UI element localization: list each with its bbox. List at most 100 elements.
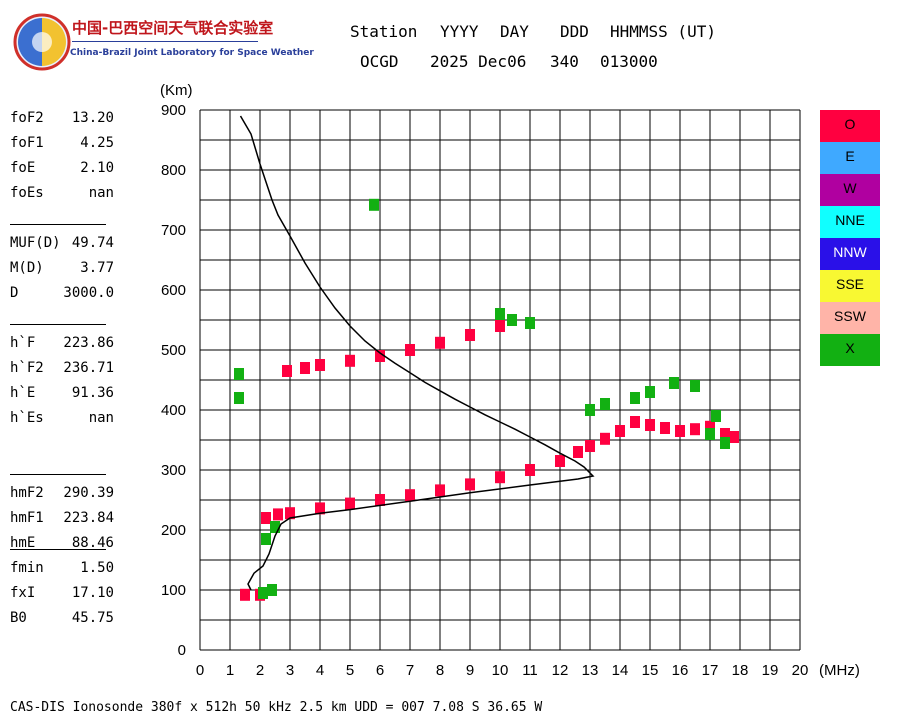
x-tick-label: 4: [316, 662, 324, 679]
y-axis-label: (Km): [160, 82, 193, 99]
echo-point-o: [495, 320, 505, 332]
x-tick-label: 17: [702, 662, 719, 679]
x-tick-label: 19: [762, 662, 779, 679]
param-label: foF1: [10, 135, 44, 151]
param-value: 3000.0: [63, 285, 114, 301]
echo-point-x: [261, 533, 271, 545]
echo-point-x: [234, 368, 244, 380]
echo-point-o: [525, 464, 535, 476]
header-value-date: 2025 Dec06: [430, 52, 527, 71]
x-tick-label: 10: [492, 662, 509, 679]
param-value: 13.20: [71, 110, 114, 126]
param-label: M(D): [10, 260, 44, 276]
echo-point-x: [600, 398, 610, 410]
echo-point-o: [375, 494, 385, 506]
param-label: foEs: [10, 185, 44, 201]
param-value: 4.25: [80, 135, 114, 151]
param-label: h`E: [10, 385, 36, 401]
legend-item: SSW: [820, 302, 880, 334]
header-value-doy: 340: [550, 52, 579, 71]
header-label-year: YYYY: [440, 22, 479, 41]
org-name-english: China-Brazil Joint Laboratory for Space …: [70, 48, 314, 58]
param-label: B0: [10, 610, 27, 626]
x-tick-label: 5: [346, 662, 354, 679]
legend-item: SSE: [820, 270, 880, 302]
x-tick-label: 7: [406, 662, 414, 679]
echo-point-x: [720, 437, 730, 449]
param-label: foF2: [10, 110, 44, 126]
param-value: 223.84: [63, 510, 114, 526]
x-tick-label: 13: [582, 662, 599, 679]
echo-point-o: [615, 425, 625, 437]
echo-point-x: [711, 410, 721, 422]
x-tick-label: 3: [286, 662, 294, 679]
echo-point-x: [258, 587, 268, 599]
echo-point-o: [555, 455, 565, 467]
x-axis-label: (MHz): [819, 662, 860, 679]
y-tick-label: 100: [161, 582, 186, 599]
y-tick-label: 0: [178, 642, 186, 659]
org-divider: [72, 41, 258, 42]
echo-point-o: [435, 336, 445, 349]
header-value-station: OCGD: [360, 52, 399, 71]
x-tick-label: 14: [612, 662, 629, 679]
param-value: 2.10: [80, 160, 114, 176]
x-tick-label: 0: [196, 662, 204, 679]
param-label: h`Es: [10, 410, 44, 426]
echo-point-o: [465, 329, 475, 341]
x-tick-label: 16: [672, 662, 689, 679]
echo-point-o: [660, 422, 670, 434]
param-value: nan: [88, 185, 114, 201]
echo-point-o: [645, 419, 655, 431]
lab-logo: [13, 13, 71, 71]
header-label-doy: DDD: [560, 22, 589, 41]
y-tick-label: 400: [161, 402, 186, 419]
param-value: 1.50: [80, 560, 114, 576]
x-tick-label: 1: [226, 662, 234, 679]
echo-point-o: [435, 484, 445, 497]
param-value: 49.74: [71, 235, 114, 251]
echo-point-o: [585, 440, 595, 452]
x-tick-label: 2: [256, 662, 264, 679]
param-separator: [10, 324, 106, 325]
param-label: hmE: [10, 535, 36, 551]
echo-point-o: [375, 350, 385, 362]
y-tick-label: 800: [161, 162, 186, 179]
param-value: 236.71: [63, 360, 114, 376]
legend-item: X: [820, 334, 880, 366]
param-label: MUF(D): [10, 235, 61, 251]
echo-point-o: [495, 471, 505, 484]
echo-point-x: [669, 377, 679, 389]
echo-point-x: [369, 198, 379, 211]
profile-line: [239, 115, 595, 591]
param-value: 91.36: [71, 385, 114, 401]
y-tick-label: 500: [161, 342, 186, 359]
header-label-day: DAY: [500, 22, 529, 41]
header-value-time: 013000: [600, 52, 658, 71]
echo-point-o: [729, 431, 739, 443]
echo-point-o: [261, 512, 271, 524]
y-tick-label: 200: [161, 522, 186, 539]
echo-point-o: [345, 497, 355, 510]
param-label: D: [10, 285, 19, 301]
org-name-chinese: 中国-巴西空间天气联合实验室: [72, 19, 274, 37]
echo-point-x: [630, 392, 640, 404]
param-separator: [10, 549, 106, 550]
legend-item: E: [820, 142, 880, 174]
y-tick-label: 600: [161, 282, 186, 299]
param-label: h`F: [10, 335, 36, 351]
echo-point-o: [285, 507, 295, 520]
legend-item: W: [820, 174, 880, 206]
x-tick-label: 9: [466, 662, 474, 679]
echo-point-o: [405, 344, 415, 356]
param-value: 45.75: [71, 610, 114, 626]
x-tick-label: 12: [552, 662, 569, 679]
param-separator: [10, 224, 106, 225]
echo-point-x: [585, 404, 595, 416]
echo-point-o: [273, 508, 283, 521]
echo-point-o: [600, 432, 610, 445]
y-tick-label: 300: [161, 462, 186, 479]
echo-point-o: [282, 365, 292, 377]
echo-point-x: [525, 317, 535, 329]
header-label-time: HHMMSS (UT): [610, 22, 716, 41]
